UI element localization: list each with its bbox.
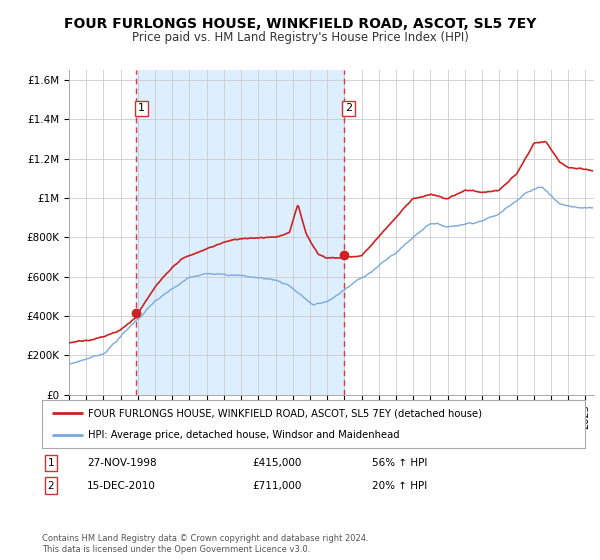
Text: Contains HM Land Registry data © Crown copyright and database right 2024.
This d: Contains HM Land Registry data © Crown c… (42, 534, 368, 554)
Text: 56% ↑ HPI: 56% ↑ HPI (372, 458, 427, 468)
Text: £415,000: £415,000 (252, 458, 301, 468)
Text: Price paid vs. HM Land Registry's House Price Index (HPI): Price paid vs. HM Land Registry's House … (131, 31, 469, 44)
Text: 1: 1 (138, 104, 145, 114)
Text: 20% ↑ HPI: 20% ↑ HPI (372, 480, 427, 491)
Text: £711,000: £711,000 (252, 480, 301, 491)
Text: 2: 2 (47, 480, 55, 491)
Text: FOUR FURLONGS HOUSE, WINKFIELD ROAD, ASCOT, SL5 7EY: FOUR FURLONGS HOUSE, WINKFIELD ROAD, ASC… (64, 17, 536, 31)
Text: 27-NOV-1998: 27-NOV-1998 (87, 458, 157, 468)
Text: HPI: Average price, detached house, Windsor and Maidenhead: HPI: Average price, detached house, Wind… (88, 430, 400, 440)
Text: FOUR FURLONGS HOUSE, WINKFIELD ROAD, ASCOT, SL5 7EY (detached house): FOUR FURLONGS HOUSE, WINKFIELD ROAD, ASC… (88, 408, 482, 418)
Text: 1: 1 (47, 458, 55, 468)
Text: 15-DEC-2010: 15-DEC-2010 (87, 480, 156, 491)
Bar (136, 70, 344, 395)
Text: 2: 2 (345, 104, 352, 114)
